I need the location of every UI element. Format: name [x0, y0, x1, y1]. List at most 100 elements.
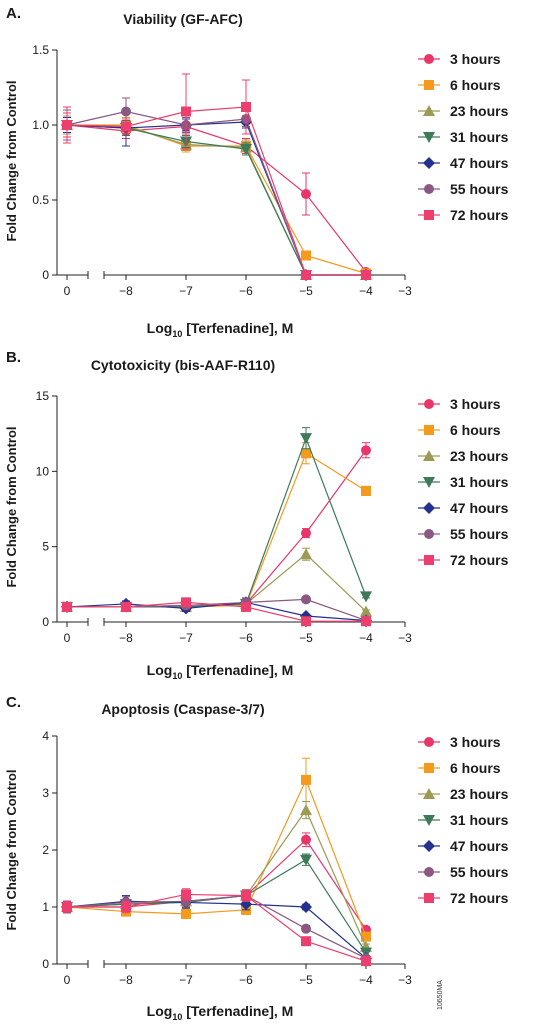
data-point: [300, 901, 312, 913]
x-tick-label: −4: [359, 631, 373, 645]
data-point: [241, 102, 251, 112]
data-point: [361, 445, 371, 456]
legend-marker: [424, 867, 434, 877]
x-tick-label: 0: [64, 973, 71, 987]
series-72-hours: [62, 888, 371, 967]
legend-label: 72 hours: [450, 890, 509, 906]
figure-code: 10650MA: [437, 980, 444, 1010]
series-line: [66, 778, 367, 937]
data-point: [121, 106, 131, 117]
data-point: [361, 956, 371, 967]
data-point: [300, 854, 312, 866]
legend-marker: [424, 529, 434, 539]
legend-marker: [424, 763, 434, 773]
data-point: [361, 616, 371, 627]
legend: 3 hours 6 hours 23 hours 31 hours 47 hours 55…: [418, 734, 509, 906]
data-point: [361, 931, 371, 942]
data-point: [301, 774, 311, 785]
legend-label: 23 hours: [450, 448, 509, 464]
series-line: [66, 858, 367, 953]
data-point: [361, 270, 371, 280]
data-point: [181, 889, 191, 900]
legend-label: 47 hours: [450, 500, 509, 516]
series-6-hours: [62, 442, 371, 612]
legend: 3 hours 6 hours 23 hours 31 hours 47 hours 55…: [418, 51, 509, 223]
y-tick-label: 0: [42, 957, 49, 971]
data-point: [241, 890, 251, 901]
legend-marker: [423, 132, 435, 143]
y-tick-label: 10: [36, 464, 50, 478]
chart-panel-2: B. Cytotoxicity (bis-AAF-R110) Fold Change…: [4, 349, 509, 681]
y-tick-label: 1.0: [32, 118, 49, 132]
data-point: [300, 433, 312, 445]
data-point: [62, 120, 72, 130]
data-point: [361, 485, 371, 496]
legend-label: 47 hours: [450, 838, 509, 854]
data-point: [62, 902, 72, 912]
legend-label: 31 hours: [450, 129, 509, 145]
legend-label: 6 hours: [450, 77, 501, 93]
series-line: [66, 124, 366, 276]
data-point: [301, 448, 311, 459]
legend-marker: [424, 399, 434, 409]
legend-label: 31 hours: [450, 812, 509, 828]
series-55-hours: [62, 889, 371, 964]
x-tick-label: −5: [299, 631, 313, 645]
series-3-hours: [62, 832, 371, 935]
legend-label: 55 hours: [450, 864, 509, 880]
x-tick-label: −6: [239, 284, 253, 298]
data-point: [240, 144, 252, 155]
legend-label: 55 hours: [450, 526, 509, 542]
x-tick-label: −8: [119, 973, 133, 987]
series-line: [67, 436, 367, 608]
x-tick-label: −6: [239, 631, 253, 645]
legend-label: 72 hours: [450, 207, 509, 223]
data-point: [241, 601, 251, 612]
legend-marker: [423, 450, 435, 461]
legend-label: 23 hours: [450, 786, 509, 802]
series-23-hours: [61, 801, 372, 952]
x-tick-label: −6: [239, 973, 253, 987]
chart-panel-3: C. Apoptosis (Caspase-3/7) Fold Change fro…: [4, 694, 509, 1022]
legend-label: 6 hours: [450, 760, 501, 776]
legend-label: 31 hours: [450, 474, 509, 490]
data-point: [301, 189, 311, 199]
x-tick-label: −7: [179, 631, 193, 645]
data-point: [301, 250, 311, 261]
x-tick-label: 0: [64, 631, 71, 645]
legend-marker: [423, 502, 435, 514]
data-point: [121, 902, 131, 912]
y-tick-label: 3: [42, 786, 49, 800]
data-point: [121, 601, 131, 612]
x-axis-label: Log10 [Terfenadine], M: [147, 1003, 294, 1022]
data-point: [301, 616, 311, 627]
legend-marker: [424, 737, 434, 747]
legend-label: 3 hours: [450, 51, 501, 67]
y-tick-label: 1: [42, 900, 49, 914]
series-6-hours: [62, 757, 371, 942]
series-line: [66, 124, 366, 276]
legend-marker: [424, 893, 434, 903]
chart-title: Apoptosis (Caspase-3/7): [101, 701, 264, 717]
y-tick-label: 0.5: [32, 193, 49, 207]
x-tick-label: −4: [359, 973, 373, 987]
x-tick-label: 0: [64, 284, 71, 298]
series-line: [66, 808, 367, 948]
y-tick-label: 5: [42, 540, 49, 554]
series-6-hours: [62, 115, 371, 279]
legend: 3 hours 6 hours 23 hours 31 hours 47 hours 55…: [418, 396, 509, 568]
series-line: [67, 452, 367, 608]
legend-marker: [423, 815, 435, 826]
series-47-hours: [61, 895, 372, 965]
x-tick-label: −4: [359, 284, 373, 298]
legend-marker: [424, 425, 434, 435]
series-3-hours: [62, 442, 371, 612]
y-axis-label: Fold Change from Control: [4, 769, 19, 930]
data-point: [121, 121, 131, 132]
data-point: [181, 106, 191, 117]
legend-label: 47 hours: [450, 155, 509, 171]
chart-panel-1: A. Viability (GF-AFC) Fold Change from Con…: [4, 5, 509, 339]
series-line: [67, 893, 367, 962]
series-72-hours: [62, 73, 371, 280]
y-axis-label: Fold Change from Control: [4, 80, 19, 241]
